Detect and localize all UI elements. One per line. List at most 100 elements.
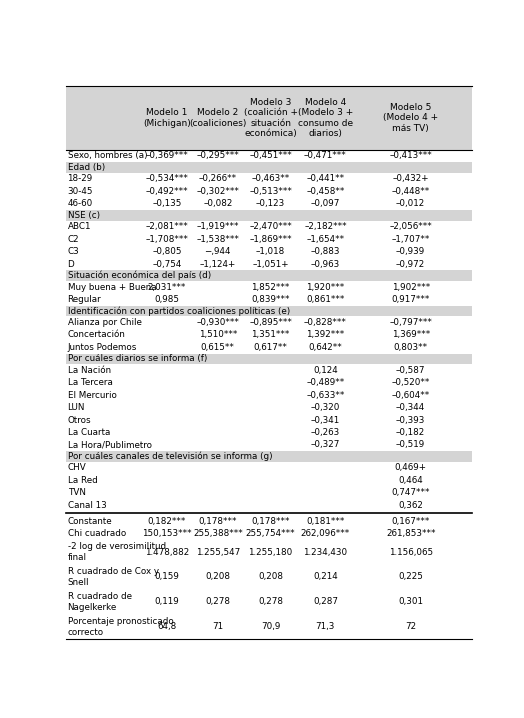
Text: Otros: Otros [68,416,91,424]
Text: –0,123: –0,123 [256,200,285,208]
Text: 0,182***: 0,182*** [148,517,186,526]
Text: –0,489**: –0,489** [307,378,344,387]
Text: 0,178***: 0,178*** [199,517,237,526]
Text: R cuadrado de
Nagelkerke: R cuadrado de Nagelkerke [68,592,132,612]
Text: 261,853***: 261,853*** [386,529,435,538]
Text: C2: C2 [68,235,79,244]
FancyBboxPatch shape [66,86,472,150]
Text: Concertación: Concertación [68,330,125,340]
Text: –0,012: –0,012 [396,200,425,208]
Text: 64,8: 64,8 [157,622,177,631]
Text: 0,214: 0,214 [313,572,338,582]
Text: –0,930***: –0,930*** [196,318,239,327]
Text: 0,985: 0,985 [155,295,180,304]
Text: –1,654**: –1,654** [307,235,344,244]
Text: D: D [68,260,74,269]
Text: –0,341: –0,341 [311,416,340,424]
Text: Modelo 2
(coaliciones): Modelo 2 (coaliciones) [189,108,246,128]
Text: 1,920***: 1,920*** [307,283,344,292]
Text: 0,287: 0,287 [313,597,338,606]
Text: 30-45: 30-45 [68,187,93,196]
Text: 0,208: 0,208 [258,572,283,582]
Text: –0,451***: –0,451*** [249,151,292,160]
Text: 1.478,882: 1.478,882 [145,548,189,556]
Text: –0,972: –0,972 [396,260,425,269]
Text: 18-29: 18-29 [68,174,93,184]
Text: –0,633**: –0,633** [306,391,345,400]
Text: –0,182: –0,182 [396,428,425,437]
FancyBboxPatch shape [66,270,472,281]
Text: 0,181***: 0,181*** [306,517,345,526]
Text: Alianza por Chile: Alianza por Chile [68,318,141,327]
Text: 70,9: 70,9 [261,622,280,631]
Text: 0,278: 0,278 [258,597,283,606]
Text: 1.255,180: 1.255,180 [248,548,293,556]
Text: 0,119: 0,119 [155,597,179,606]
Text: Situación económica del país (d): Situación económica del país (d) [68,271,211,280]
Text: –1,869***: –1,869*** [249,235,292,244]
Text: 71: 71 [212,622,223,631]
Text: LUN: LUN [68,404,85,412]
Text: −,944: −,944 [204,247,231,256]
Text: –0,519: –0,519 [396,440,425,449]
Text: –0,963: –0,963 [311,260,340,269]
Text: –0,263: –0,263 [311,428,340,437]
Text: –0,471***: –0,471*** [304,151,347,160]
Text: –0,135: –0,135 [152,200,182,208]
Text: 0,615**: 0,615** [201,343,235,352]
Text: La Nación: La Nación [68,366,111,375]
Text: 1.156,065: 1.156,065 [389,548,433,556]
Text: –0,441**: –0,441** [307,174,344,184]
Text: 0,301: 0,301 [398,597,423,606]
Text: 0,917***: 0,917*** [391,295,430,304]
Text: –2,182***: –2,182*** [304,223,347,231]
Text: La Hora/Publimetro: La Hora/Publimetro [68,440,151,449]
Text: –1,018: –1,018 [256,247,285,256]
Text: –0,413***: –0,413*** [389,151,432,160]
Text: –0,463**: –0,463** [252,174,290,184]
Text: 150,153***: 150,153*** [142,529,192,538]
Text: El Mercurio: El Mercurio [68,391,116,400]
Text: –0,448**: –0,448** [391,187,430,196]
Text: 0,839***: 0,839*** [252,295,290,304]
Text: –0,939: –0,939 [396,247,425,256]
Text: Muy buena + Buena: Muy buena + Buena [68,283,156,292]
Text: –0,344: –0,344 [396,404,425,412]
Text: 0,225: 0,225 [398,572,423,582]
Text: –0,797***: –0,797*** [389,318,432,327]
Text: Regular: Regular [68,295,101,304]
Text: 1,852***: 1,852*** [252,283,290,292]
Text: Modelo 5
(Modelo 4 +
más TV): Modelo 5 (Modelo 4 + más TV) [383,103,438,133]
Text: Chi cuadrado: Chi cuadrado [68,529,126,538]
Text: 0,642**: 0,642** [309,343,342,352]
Text: –0,369***: –0,369*** [146,151,189,160]
Text: 46-60: 46-60 [68,200,93,208]
Text: –0,534***: –0,534*** [146,174,189,184]
Text: Por cuáles diarios se informa (f): Por cuáles diarios se informa (f) [68,355,207,363]
Text: 0,803**: 0,803** [394,343,428,352]
Text: –2,081***: –2,081*** [146,223,189,231]
Text: R cuadrado de Cox y
Snell: R cuadrado de Cox y Snell [68,567,159,587]
Text: 2,031***: 2,031*** [148,283,186,292]
Text: –0,895***: –0,895*** [249,318,292,327]
Text: –0,097: –0,097 [311,200,340,208]
Text: –1,538***: –1,538*** [196,235,239,244]
Text: –1,124+: –1,124+ [200,260,236,269]
Text: 0,159: 0,159 [155,572,179,582]
Text: –0,513***: –0,513*** [249,187,292,196]
Text: –1,708***: –1,708*** [146,235,189,244]
Text: La Cuarta: La Cuarta [68,428,110,437]
Text: –1,051+: –1,051+ [253,260,289,269]
Text: –0,432+: –0,432+ [392,174,429,184]
Text: 1,392***: 1,392*** [307,330,344,340]
Text: Por cuáles canales de televisión se informa (g): Por cuáles canales de televisión se info… [68,452,272,461]
Text: C3: C3 [68,247,79,256]
Text: –1,707**: –1,707** [391,235,430,244]
Text: Edad (b): Edad (b) [68,163,105,172]
Text: 1,510***: 1,510*** [199,330,237,340]
Text: –0,327: –0,327 [311,440,340,449]
Text: 1.255,547: 1.255,547 [195,548,240,556]
Text: 0,178***: 0,178*** [252,517,290,526]
Text: 0,747***: 0,747*** [391,488,430,498]
Text: 0,124: 0,124 [313,366,338,375]
